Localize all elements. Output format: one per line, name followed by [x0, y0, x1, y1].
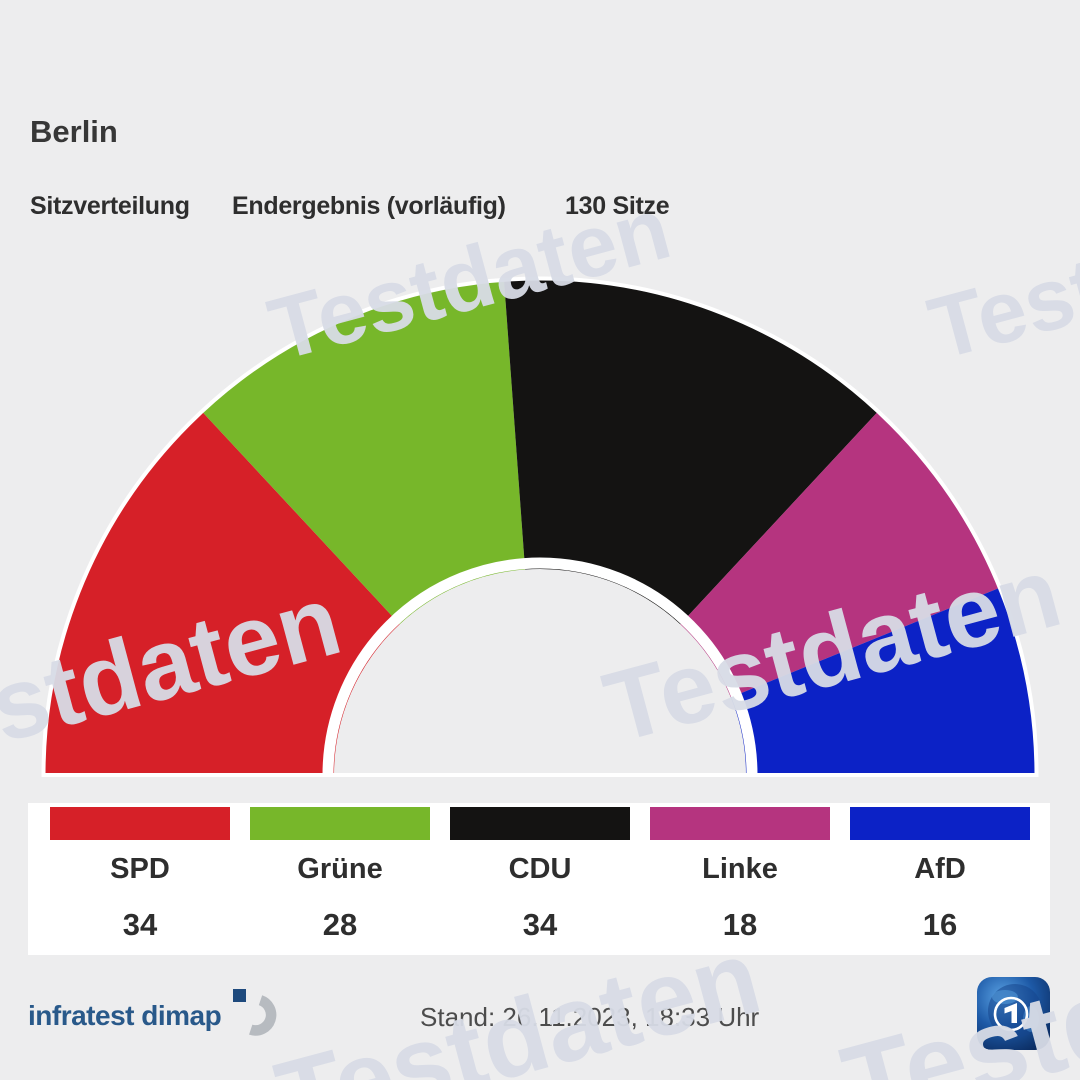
legend-seat-value: 28 [322, 907, 358, 942]
legend-party-label: Linke [702, 853, 778, 885]
donut-inner-outline [322, 557, 758, 776]
legend-swatch-gruene [250, 807, 430, 840]
legend-party-label: CDU [508, 853, 572, 885]
legend-item-cdu: CDU 34 [450, 803, 630, 955]
legend-item-afd: AfD 16 [850, 803, 1030, 955]
legend-swatch-linke [650, 807, 830, 840]
total-seats-label: 130 Sitze [565, 192, 670, 220]
chart-type-label: Sitzverteilung [30, 192, 190, 220]
wedge-linke [680, 412, 999, 698]
legend-party-label: AfD [914, 853, 966, 885]
wedge-afd [730, 588, 1035, 775]
legend-party-label: SPD [110, 853, 170, 885]
legend-swatch-spd [50, 807, 230, 840]
legend-item-linke: Linke 18 [650, 803, 830, 955]
legend-item-gruene: Grüne 28 [250, 803, 430, 955]
legend-seat-value: 34 [122, 907, 158, 942]
infratest-dimap-mark-icon [233, 989, 277, 1036]
wedge-grüne [202, 281, 526, 625]
ard-tagesschau-logo-icon [977, 977, 1050, 1050]
donut-outer-outline [41, 276, 1039, 777]
legend-seat-value: 18 [722, 907, 758, 942]
legend-seat-value: 16 [922, 907, 958, 942]
legend-party-label: Grüne [297, 853, 383, 885]
legend-swatch-afd [850, 807, 1030, 840]
infratest-dimap-wordmark: infratest dimap [28, 1000, 222, 1031]
infratest-dimap-logo: infratest dimap [28, 988, 281, 1040]
wedge-cdu [504, 279, 878, 625]
subtitle-row: Sitzverteilung Endergebnis (vorläufig) 1… [0, 192, 1080, 224]
legend-swatch-cdu [450, 807, 630, 840]
legend-item-spd: SPD 34 [50, 803, 230, 955]
legend: SPD 34 Grüne 28 CDU 34 Linke 18 AfD 16 [28, 803, 1050, 955]
wedge-spd [45, 412, 400, 775]
legend-seat-value: 34 [522, 907, 558, 942]
result-status-label: Endergebnis (vorläufig) [232, 192, 506, 220]
page-title: Berlin [30, 114, 118, 149]
timestamp: Stand: 26.11.2023, 18:33 Uhr [420, 1002, 760, 1032]
